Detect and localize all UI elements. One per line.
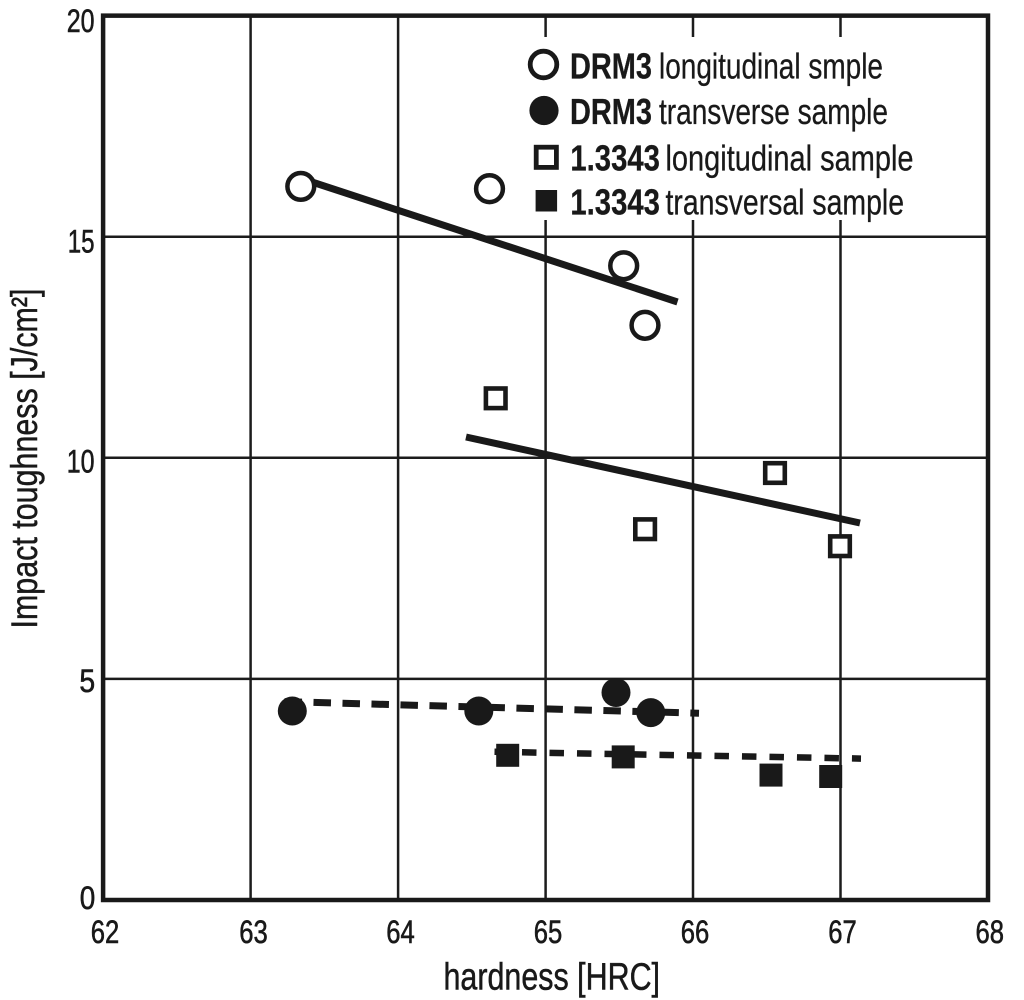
svg-text:15: 15 <box>68 223 95 260</box>
svg-text:hardness [HRC]: hardness [HRC] <box>444 956 661 998</box>
svg-text:5: 5 <box>79 662 95 699</box>
svg-text:DRM3: DRM3 <box>570 91 652 132</box>
svg-text:67: 67 <box>828 913 857 950</box>
svg-text:DRM3: DRM3 <box>570 45 652 86</box>
svg-text:64: 64 <box>386 913 415 950</box>
svg-text:longitudinal sample: longitudinal sample <box>666 137 914 178</box>
svg-text:65: 65 <box>534 913 563 950</box>
svg-text:transversal sample: transversal sample <box>666 181 905 222</box>
svg-text:1.3343: 1.3343 <box>570 181 660 222</box>
svg-text:20: 20 <box>67 2 95 39</box>
svg-text:0: 0 <box>80 879 96 916</box>
svg-text:63: 63 <box>239 913 268 950</box>
svg-text:Impact toughness [J/cm²]: Impact toughness [J/cm²] <box>4 289 45 629</box>
svg-text:62: 62 <box>91 913 120 950</box>
svg-text:10: 10 <box>67 442 95 479</box>
svg-text:68: 68 <box>976 913 1005 950</box>
svg-text:1.3343: 1.3343 <box>570 137 660 178</box>
svg-text:66: 66 <box>681 913 710 950</box>
svg-text:longitudinal smple: longitudinal smple <box>659 45 883 86</box>
svg-text:transverse sample: transverse sample <box>659 91 888 132</box>
